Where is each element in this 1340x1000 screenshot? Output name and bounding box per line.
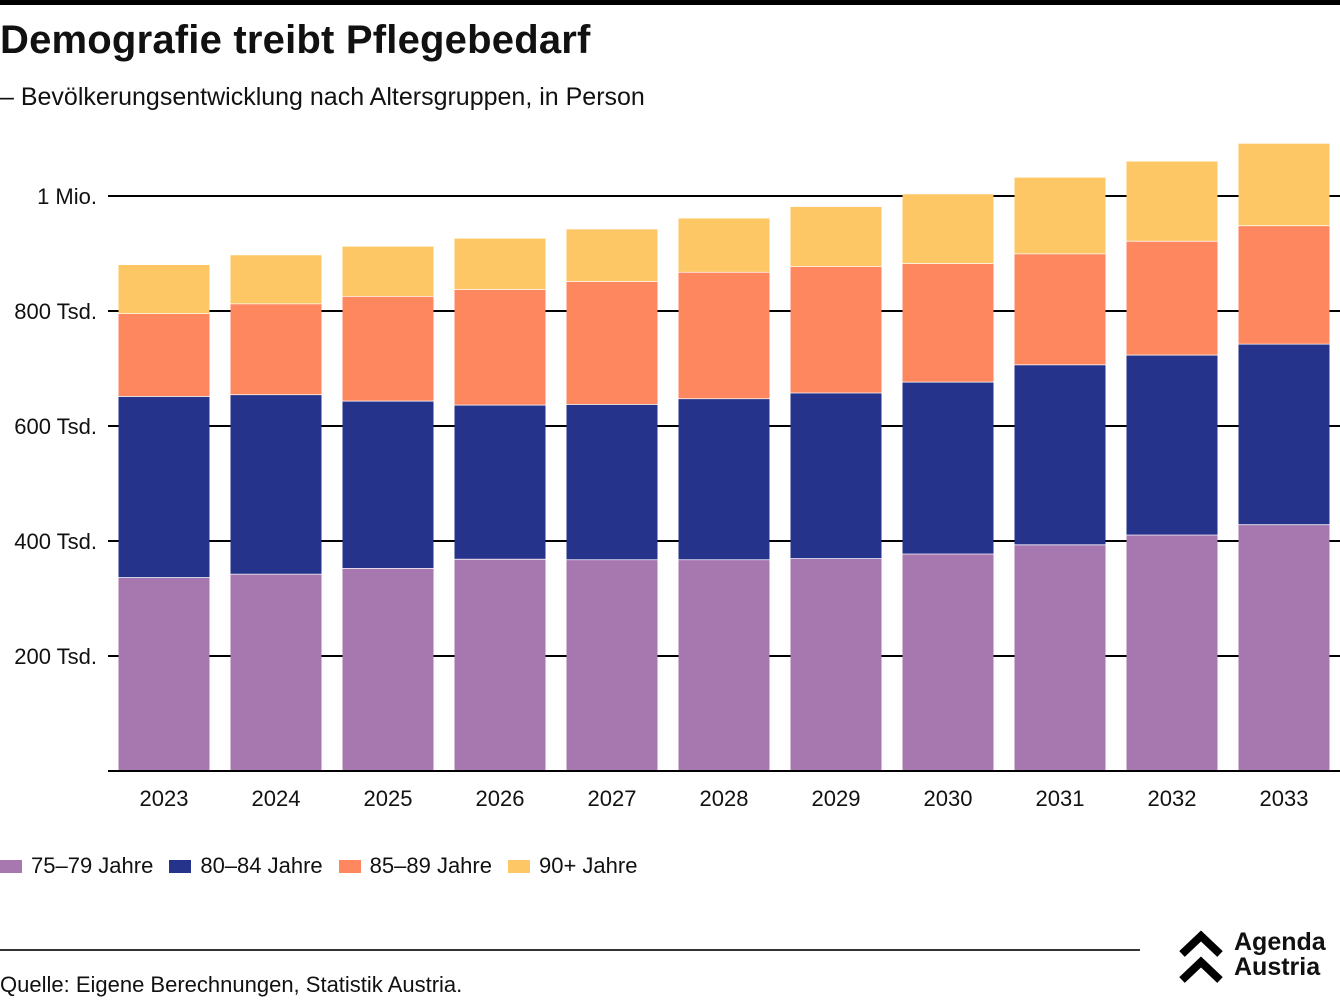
x-tick-label: 2033 [1260,786,1309,811]
bar-segment [566,281,658,405]
bar-segment [790,266,882,393]
bar-segment [454,238,546,290]
bar-segment [1126,240,1218,355]
bar-segment [230,394,322,574]
logo-wordmark: Agenda Austria [1234,930,1326,980]
bar-segment [902,553,994,771]
legend-swatch [507,859,530,873]
bar-segment [1238,343,1330,525]
y-tick-label: 200 Tsd. [14,644,97,669]
bar-segment [566,559,658,771]
x-tick-label: 2023 [140,786,189,811]
bar-segment [1126,161,1218,241]
legend-label: 75–79 Jahre [31,853,154,878]
x-tick-label: 2030 [924,786,973,811]
bar-segment [1126,534,1218,771]
legend-item-80-84: 80–84 Jahre [169,853,323,879]
legend-item-85-89: 85–89 Jahre [338,853,492,879]
chevron-up-icon [1179,930,1223,983]
bar-segment [454,404,546,559]
bar-segment [454,558,546,771]
bar-segment [678,271,770,399]
x-tick-label: 2024 [252,786,301,811]
bar-segment [118,396,210,578]
bar-segment [230,255,322,304]
bar-segment [790,206,882,267]
y-tick-label: 600 Tsd. [14,414,97,439]
logo-line-1: Agenda [1234,928,1326,956]
bar-segment [1238,524,1330,771]
agenda-austria-logo: Agenda Austria [1178,930,1340,986]
bar-segment [118,265,210,314]
bar-segment [1014,364,1106,545]
bar-segment [1126,354,1218,535]
bar-segment [342,296,434,401]
bar-segment [342,568,434,771]
y-tick-label: 1 Mio. [37,184,97,209]
x-tick-label: 2026 [476,786,525,811]
bar-segment [1014,253,1106,365]
bar-segment [230,573,322,771]
legend-label: 80–84 Jahre [200,853,323,878]
bar-segment [790,392,882,559]
legend-item-90-plus: 90+ Jahre [507,853,638,879]
bar-segment [678,559,770,771]
bar-segment [902,194,994,264]
bar-segment [342,400,434,569]
bar-segment [342,246,434,297]
x-tick-label: 2027 [588,786,637,811]
bar-segment [1238,143,1330,226]
x-tick-label: 2032 [1148,786,1197,811]
bar-segment [230,303,322,395]
bar-segment [678,398,770,560]
bar-segment [566,404,658,560]
x-tick-label: 2029 [812,786,861,811]
bar-segment [566,229,658,282]
y-tick-label: 800 Tsd. [14,299,97,324]
legend: 75–79 Jahre 80–84 Jahre 85–89 Jahre 90+ … [0,853,653,879]
logo-line-2: Austria [1234,953,1321,981]
bar-segment [118,313,210,397]
bar-segment [1014,544,1106,771]
bar-segment [902,263,994,382]
bar-segment [678,218,770,272]
legend-swatch [169,859,192,873]
source-note: Quelle: Eigene Berechnungen, Statistik A… [0,972,463,997]
legend-item-75-79: 75–79 Jahre [0,853,153,879]
legend-label: 90+ Jahre [538,853,638,878]
bar-segment [118,577,210,771]
bar-segment [790,558,882,771]
legend-swatch [0,859,22,873]
bar-segment [902,381,994,554]
bar-segment [1014,177,1106,254]
x-tick-label: 2028 [700,786,749,811]
footer-divider [0,949,1140,951]
legend-label: 85–89 Jahre [369,853,492,878]
x-tick-label: 2031 [1036,786,1085,811]
chart-subtitle: – Bevölkerungsentwicklung nach Altersgru… [0,83,645,111]
chart-title: Demografie treibt Pflegebedarf [0,18,591,62]
top-rule [0,0,1340,5]
bar-segment [454,289,546,405]
bar-segment [1238,225,1330,344]
legend-swatch [338,859,361,873]
y-tick-label: 400 Tsd. [14,529,97,554]
x-tick-label: 2025 [364,786,413,811]
